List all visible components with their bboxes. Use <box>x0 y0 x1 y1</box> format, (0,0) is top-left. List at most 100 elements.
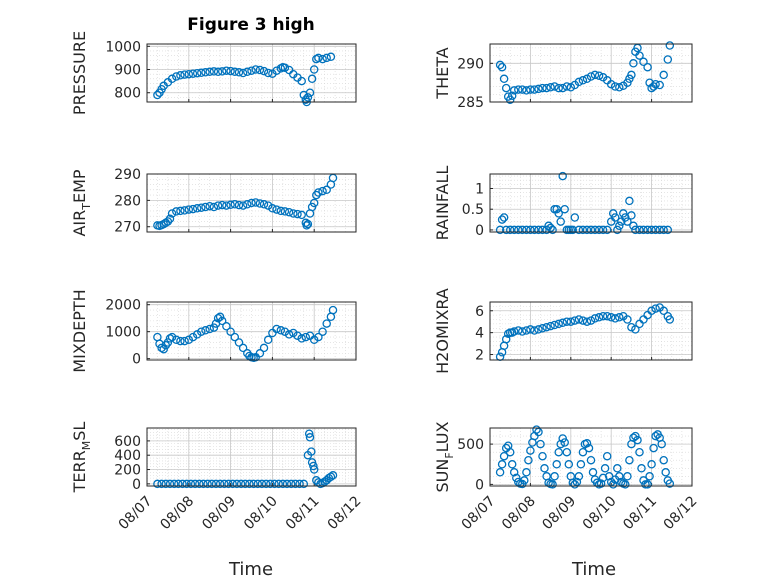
data-point <box>625 196 634 206</box>
data-point <box>305 433 315 442</box>
data-point <box>203 479 212 489</box>
data-point <box>578 225 588 235</box>
y-tick-label: 6 <box>475 304 484 320</box>
data-point <box>159 344 168 354</box>
data-point <box>584 443 594 453</box>
data-point <box>629 433 638 442</box>
data-point <box>192 204 202 213</box>
data-point <box>497 460 507 469</box>
data-point <box>518 327 527 336</box>
data-point <box>257 479 267 489</box>
data-point <box>211 479 221 489</box>
data-point <box>548 225 557 235</box>
data-point <box>230 200 240 209</box>
data-point <box>186 479 196 489</box>
data-point <box>556 439 565 449</box>
data-point <box>165 334 175 343</box>
data-point <box>153 479 162 489</box>
x-tick-label: 08/10 <box>580 493 620 533</box>
data-point <box>230 332 240 342</box>
data-point <box>238 201 248 210</box>
data-point <box>576 460 586 469</box>
data-point <box>546 321 555 331</box>
data-point <box>259 343 269 353</box>
data-point <box>509 225 519 235</box>
x-axis-label-left: Time <box>228 559 273 580</box>
data-point <box>659 225 668 235</box>
data-point <box>532 425 541 434</box>
data-point <box>562 317 572 326</box>
data-point <box>554 447 563 457</box>
data-point <box>217 316 227 326</box>
y-axis-label: MIXDEPTH <box>70 289 89 372</box>
data-point <box>284 207 294 217</box>
data-point <box>303 93 313 102</box>
data-point <box>645 472 654 481</box>
data-point <box>536 439 545 449</box>
data-point <box>238 68 248 78</box>
x-tick-label: 08/08 <box>157 493 197 533</box>
data-point <box>530 85 539 94</box>
data-point <box>518 85 527 94</box>
data-point <box>289 209 298 218</box>
data-point <box>538 225 547 235</box>
data-point <box>631 431 640 441</box>
data-point <box>499 213 509 222</box>
data-point <box>594 313 604 322</box>
data-point <box>570 316 580 325</box>
data-point <box>328 471 338 480</box>
y-axis-label: RAINFALL <box>433 166 452 241</box>
data-point <box>328 305 338 315</box>
data-point <box>318 54 327 64</box>
data-point <box>542 322 551 332</box>
data-point <box>550 472 559 481</box>
y-tick-label: 0 <box>475 477 484 493</box>
data-point <box>558 318 567 328</box>
data-point <box>297 210 306 220</box>
data-point <box>509 327 519 336</box>
data-point <box>293 331 302 340</box>
data-point <box>657 439 666 449</box>
data-point <box>326 472 336 481</box>
axes-box <box>489 301 693 361</box>
data-point <box>520 476 529 485</box>
data-point <box>497 62 507 72</box>
data-point <box>207 479 217 489</box>
data-point <box>530 225 539 235</box>
data-point <box>623 315 632 324</box>
y-tick-label: 1000 <box>105 325 141 341</box>
data-point <box>651 304 660 313</box>
data-point <box>526 85 535 94</box>
data-point <box>155 339 164 349</box>
panel-2: 285 290 THETA <box>433 41 693 111</box>
data-point <box>590 225 600 235</box>
data-point <box>217 200 227 210</box>
axes-box <box>146 301 357 361</box>
data-point <box>226 327 235 336</box>
data-point <box>286 479 296 489</box>
data-point <box>238 343 248 353</box>
data-point <box>215 479 225 489</box>
data-point <box>232 479 242 489</box>
data-point <box>509 468 519 477</box>
data-point <box>550 82 559 91</box>
data-point <box>322 185 331 195</box>
data-point <box>554 209 563 218</box>
data-point <box>582 439 592 448</box>
data-point <box>582 225 592 235</box>
y-tick-label: 285 <box>457 95 484 111</box>
data-point <box>268 204 277 213</box>
data-point <box>514 225 523 235</box>
data-point <box>526 225 535 235</box>
data-point <box>251 198 260 207</box>
data-point <box>192 68 202 78</box>
y-axis-label: SUNFLUX <box>433 421 456 492</box>
y-tick-label: 270 <box>114 220 141 236</box>
data-point <box>245 479 254 489</box>
data-point <box>586 455 596 465</box>
data-point <box>554 83 563 93</box>
data-point <box>643 480 652 489</box>
data-point <box>184 69 194 79</box>
